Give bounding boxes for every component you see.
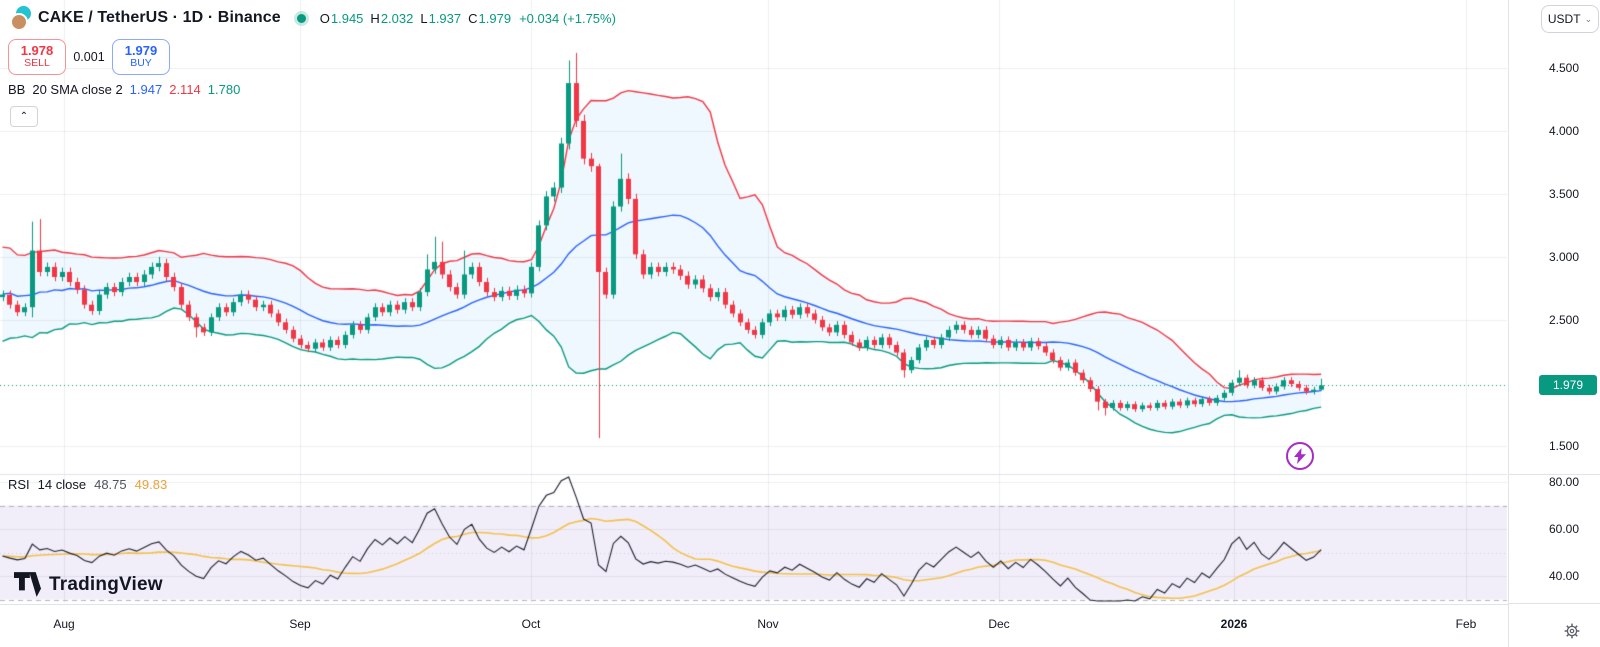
axis-settings-button[interactable] [1561,620,1583,642]
price-tick-label: 2.500 [1549,312,1580,327]
bb-upper-value: 2.114 [169,82,201,97]
rsi-indicator-legend[interactable]: RSI 14 close 48.75 49.83 [8,477,167,492]
low-value: 1.937 [428,10,462,26]
pancakeswap-coin-icon [8,6,32,31]
rsi-ma-value: 49.83 [134,477,168,492]
time-tick-label: 2026 [1220,617,1248,631]
rsi-value: 48.75 [94,477,127,492]
currency-label: USDT [1547,12,1581,26]
price-axis[interactable]: USDT ⌄ 1.979 4.500 4.000 3.500 3.000 2.500 1.… [1508,0,1600,647]
bb-indicator-legend[interactable]: BB 20 SMA close 2 1.947 2.114 1.780 [8,82,240,97]
rsi-tick-label: 40.00 [1549,569,1580,583]
symbol-row: CAKE / TetherUS · 1D · Binance O1.945 H2… [8,6,616,31]
time-tick-label: Oct [521,617,541,631]
low-label: L [420,10,428,26]
pane-divider [1509,474,1600,475]
tradingview-watermark[interactable]: TradingView [14,572,163,597]
close-value: 1.979 [478,10,512,26]
time-tick-label: Nov [757,617,779,631]
buy-label: BUY [130,57,152,70]
tradingview-logo-text: TradingView [49,573,163,595]
collapse-legend-button[interactable]: ⌃ [10,106,38,127]
symbol-legend: CAKE / TetherUS · 1D · Binance O1.945 H2… [8,6,616,31]
time-tick-label: Feb [1455,617,1477,631]
sell-price: 1.978 [20,43,54,59]
axis-divider [1509,603,1600,604]
current-price-label: 1.979 [1539,375,1597,396]
flash-alert-button[interactable] [1286,442,1314,470]
time-tick-label: Aug [53,617,75,631]
buy-price: 1.979 [124,43,158,59]
change-value: +0.034 (+1.75%) [519,10,616,26]
price-tick-label: 4.500 [1549,61,1580,75]
price-tick-label: 1.500 [1549,438,1580,453]
gear-icon [1564,623,1580,639]
bb-params: 20 SMA close 2 [32,82,123,97]
currency-selector-button[interactable]: USDT ⌄ [1541,5,1599,33]
spread-value: 0.001 [73,50,105,64]
price-tick-label: 3.500 [1549,186,1580,201]
chevron-down-icon: ⌄ [1584,13,1593,24]
time-axis[interactable]: Aug Sep Oct Nov Dec 2026 Feb [0,604,1508,647]
rsi-name: RSI [8,477,30,492]
rsi-params: 14 close [37,477,87,492]
open-value: 1.945 [330,10,364,26]
time-tick-label: Sep [289,617,311,631]
price-tick-label: 3.000 [1549,249,1580,264]
symbol-title[interactable]: CAKE / TetherUS · 1D · Binance [38,9,281,26]
time-tick-label: Dec [988,617,1010,631]
chevron-up-icon: ⌃ [19,111,29,122]
open-label: O [319,10,330,26]
rsi-tick-label: 80.00 [1549,475,1580,489]
trade-widget: 1.978 SELL 0.001 1.979 BUY [8,39,170,75]
buy-button[interactable]: 1.979 BUY [112,39,170,75]
high-value: 2.032 [380,10,414,26]
bb-lower-value: 1.780 [207,82,241,97]
close-label: C [468,10,478,26]
bb-name: BB [8,82,26,97]
lightning-bolt-icon [1294,448,1306,464]
rsi-tick-label: 60.00 [1549,522,1580,536]
high-label: H [370,10,380,26]
bb-basis-value: 1.947 [129,82,163,97]
sell-button[interactable]: 1.978 SELL [8,39,66,75]
market-status-icon[interactable] [296,13,306,23]
tradingview-logo-icon [14,572,41,597]
ohlc-values: O1.945 H2.032 L1.937 C1.979 +0.034 (+1.7… [320,11,616,26]
sell-label: SELL [24,57,50,70]
price-tick-label: 4.000 [1549,123,1580,138]
